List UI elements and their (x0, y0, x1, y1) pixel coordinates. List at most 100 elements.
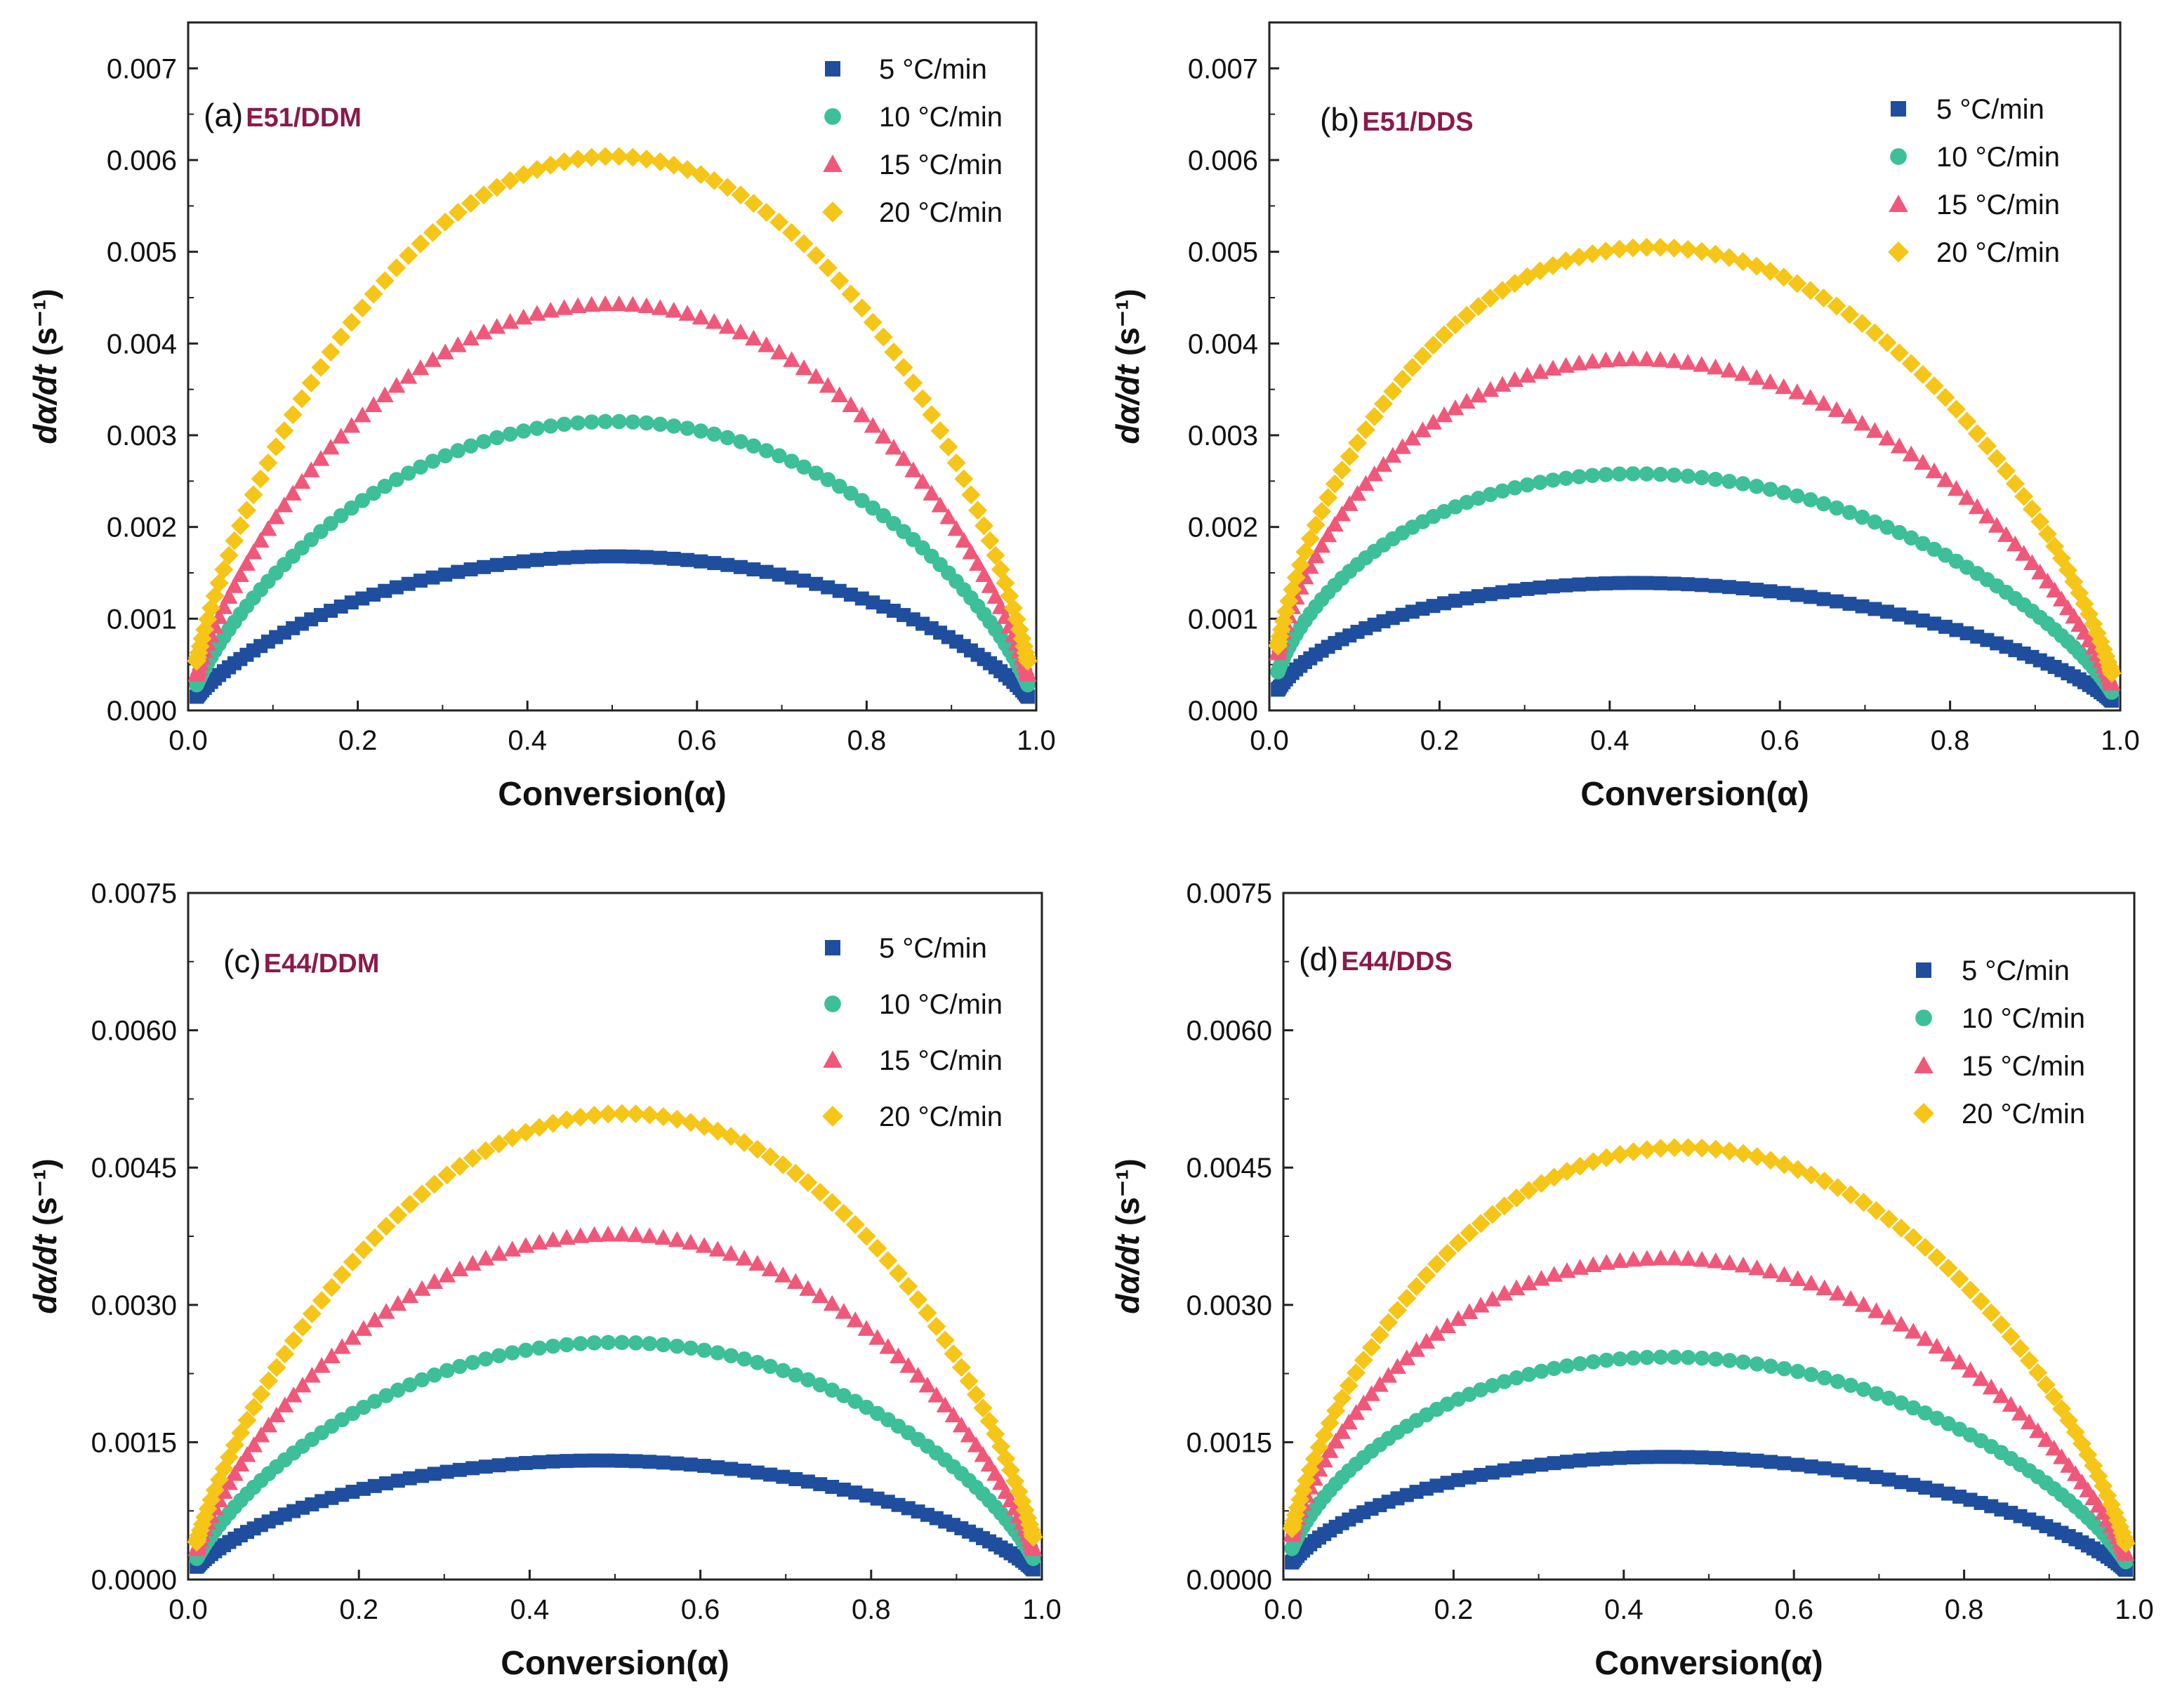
data-point (1637, 237, 1656, 257)
panel-letter: (d) (1299, 941, 1338, 977)
legend-label: 10 °C/min (879, 989, 1003, 1020)
data-point (438, 567, 453, 582)
data-point (1019, 666, 1037, 682)
data-point (2102, 663, 2122, 683)
data-point (1707, 472, 1724, 487)
data-point (530, 1233, 548, 1250)
data-point (425, 570, 440, 585)
data-point (1854, 509, 1870, 525)
data-point (825, 1479, 840, 1494)
data-point (931, 496, 949, 512)
data-point (303, 1366, 321, 1383)
data-point (1460, 1303, 1479, 1319)
data-point (1573, 1453, 1587, 1468)
data-point (251, 1384, 271, 1404)
data-point (1520, 581, 1535, 596)
data-point (1841, 1185, 1860, 1205)
data-point (1533, 1363, 1549, 1379)
y-axis-title-main: dα/dt (1109, 356, 1146, 444)
data-point (1918, 1481, 1933, 1495)
data-point (1774, 267, 1794, 287)
x-tick-label: 0.8 (852, 1594, 891, 1625)
data-point (899, 1357, 918, 1373)
data-point (637, 150, 656, 169)
data-point (656, 1337, 671, 1353)
data-point (1804, 1459, 1818, 1474)
data-point (1665, 1138, 1684, 1158)
data-point (1333, 1423, 1351, 1439)
data-point (377, 478, 393, 494)
data-point (1612, 1351, 1628, 1367)
data-point (788, 1471, 803, 1486)
data-point (598, 1104, 618, 1124)
data-point (973, 1398, 993, 1418)
data-point (1438, 1243, 1458, 1263)
data-point (1356, 475, 1375, 491)
data-point (463, 1254, 482, 1271)
data-point (312, 450, 330, 466)
data-point (1678, 239, 1698, 259)
data-point (913, 472, 932, 489)
data-point (854, 591, 869, 606)
data-point (2011, 1339, 2030, 1358)
data-point (1484, 1377, 1500, 1393)
data-point (366, 1311, 384, 1328)
data-point (366, 1393, 383, 1409)
data-point (1816, 1279, 1834, 1296)
data-point (1720, 1254, 1738, 1271)
data-point (853, 406, 871, 423)
data-point (1750, 583, 1764, 597)
data-point (822, 1193, 842, 1212)
data-point (1867, 514, 1883, 530)
data-point (1315, 1451, 1333, 1468)
data-point (653, 550, 668, 565)
data-point (1879, 1210, 1898, 1229)
data-point (1665, 1249, 1684, 1266)
data-point (824, 1382, 840, 1398)
data-point (927, 1386, 946, 1403)
data-point (366, 485, 381, 501)
data-point (800, 1372, 816, 1388)
data-point (1459, 494, 1474, 510)
data-point (1816, 592, 1831, 607)
data-point (2023, 554, 2041, 571)
data-point (555, 152, 574, 171)
data-point (1653, 1349, 1669, 1365)
data-point (1915, 613, 1930, 628)
data-point (1958, 489, 1976, 505)
data-point (1544, 359, 1562, 376)
data-point (1380, 1367, 1398, 1383)
data-point (1865, 323, 1884, 343)
data-point (425, 1174, 444, 1194)
data-point (2116, 1534, 2136, 1554)
data-point (1024, 1540, 1043, 1556)
y-tick-label: 0.0075 (91, 878, 177, 909)
panel-b: 0.0 0.2 0.4 0.6 0.8 1.0 0.000 0.001 0.002 0.003 0.… (1109, 21, 2140, 813)
data-point (1460, 1223, 1479, 1243)
data-point (1495, 483, 1510, 499)
data-point (345, 1484, 360, 1499)
data-point (596, 295, 614, 312)
data-point (302, 1304, 322, 1323)
data-point (904, 461, 923, 477)
data-point (1893, 1395, 1909, 1411)
data-point (962, 543, 980, 560)
data-point (669, 1338, 685, 1354)
data-point (1398, 1349, 1416, 1365)
data-point (611, 413, 627, 430)
x-tick-label: 1.0 (1017, 725, 1056, 756)
data-point (1365, 406, 1384, 426)
data-point (1913, 365, 1933, 385)
data-point (333, 600, 348, 614)
data-point (546, 1454, 560, 1469)
data-point (231, 566, 249, 583)
panel-name: E44/DDS (1341, 947, 1452, 977)
data-point (1300, 529, 1320, 548)
data-point (252, 1426, 270, 1443)
data-point (628, 1335, 644, 1351)
legend-marker (1889, 194, 1908, 212)
legend-marker (825, 61, 840, 77)
x-tick-label: 0.2 (339, 1594, 378, 1625)
data-point (1427, 1325, 1446, 1341)
data-point (292, 389, 312, 409)
